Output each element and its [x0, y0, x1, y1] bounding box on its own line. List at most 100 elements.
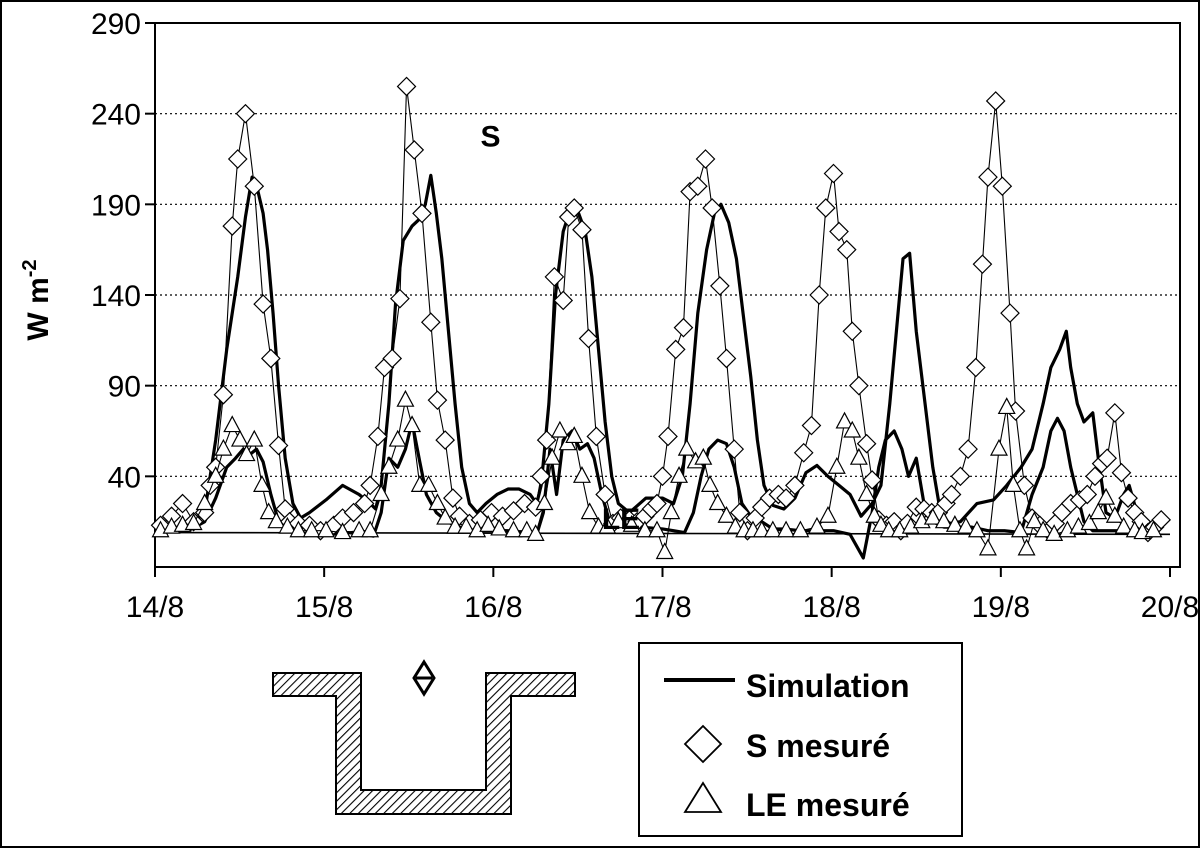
- annotation-le: LE: [602, 503, 640, 536]
- triangle-point-35: [504, 520, 523, 538]
- triangle-point-96: [1080, 513, 1099, 531]
- triangle-point-73: [857, 484, 876, 502]
- triangle-point-100: [1114, 516, 1133, 534]
- triangle-point-54: [677, 438, 696, 456]
- diamond-point-78: [776, 488, 796, 508]
- diamond-point-125: [1118, 488, 1138, 508]
- triangle-point-83: [956, 516, 975, 534]
- diamond-point-8: [222, 216, 243, 236]
- diamond-point-51: [578, 328, 599, 349]
- diamond-point-60: [647, 493, 667, 514]
- triangle-point-36: [517, 520, 536, 538]
- triangle-point-58: [708, 493, 727, 511]
- triangle-point-33: [479, 515, 498, 532]
- diamond-point-90: [862, 470, 882, 490]
- diamond-point-22: [343, 502, 364, 523]
- triangle-point-42: [565, 426, 584, 444]
- triangle-point-30: [446, 516, 465, 534]
- triangle-point-60: [726, 516, 745, 534]
- triangle-point-37: [526, 524, 545, 541]
- diamond-point-109: [1000, 303, 1020, 323]
- triangle-point-29: [436, 507, 455, 525]
- triangle-point-43: [572, 466, 591, 483]
- diamond-point-104: [965, 357, 986, 378]
- diamond-point-50: [572, 219, 592, 240]
- triangle-point-6: [214, 438, 233, 456]
- diamond-point-62: [658, 426, 678, 447]
- diamond-point-72: [729, 502, 750, 523]
- triangle-point-57: [700, 475, 719, 492]
- triangle-point-56: [694, 447, 713, 465]
- triangle-point-24: [396, 389, 415, 407]
- diamond-point-31: [412, 203, 432, 224]
- diamond-point-71: [724, 439, 745, 459]
- triangle-point-16: [302, 520, 321, 538]
- diamond-point-30: [404, 140, 425, 160]
- diamond-point-123: [1104, 403, 1125, 423]
- triangle-point-27: [419, 475, 438, 492]
- diamond-point-53: [595, 484, 615, 505]
- diamond-point-105: [972, 254, 993, 275]
- triangle-point-25: [403, 415, 422, 433]
- triangle-point-40: [550, 420, 569, 438]
- triangle-point-67: [807, 516, 826, 534]
- triangle-point-4: [195, 493, 214, 511]
- triangle-point-76: [879, 520, 898, 538]
- triangle-point-98: [1097, 487, 1116, 505]
- y-tick-label-240: 240: [91, 99, 141, 132]
- triangle-point-74: [865, 505, 884, 523]
- diamond-point-82: [809, 285, 830, 305]
- triangle-point-89: [1010, 520, 1029, 538]
- legend-label-s-mesure: S mesuré: [746, 728, 890, 764]
- x-tick-label-0: 14/8: [126, 591, 184, 624]
- gridlines: [155, 113, 1180, 477]
- triangle-point-12: [259, 502, 278, 520]
- triangle-point-20: [361, 520, 380, 538]
- triangle-point-14: [278, 516, 297, 534]
- legend-label-le-mesure: LE mesuré: [746, 787, 910, 823]
- triangle-point-23: [388, 429, 407, 447]
- triangle-point-99: [1105, 505, 1124, 523]
- triangle-point-22: [379, 456, 398, 474]
- triangle-point-39: [543, 447, 562, 465]
- triangle-point-66: [791, 520, 810, 538]
- triangle-point-53: [670, 466, 689, 483]
- legend: Simulation S mesuré LE mesuré: [638, 642, 963, 837]
- diamond-point-33: [427, 390, 448, 411]
- annotation-s: S: [480, 120, 500, 153]
- diamond-point-83: [815, 198, 836, 218]
- diamond-point-122: [1097, 448, 1117, 469]
- triangle-point-8: [230, 429, 249, 447]
- triangle-point-70: [835, 411, 854, 429]
- diamond-point-9: [227, 149, 248, 169]
- triangle-point-103: [1144, 520, 1163, 538]
- triangle-point-9: [237, 444, 256, 462]
- diamond-point-2: [172, 493, 193, 514]
- triangle-point-49: [635, 520, 654, 538]
- diamond-point-13: [260, 348, 281, 369]
- triangle-point-88: [1004, 475, 1023, 492]
- diamond-point-106: [978, 167, 998, 187]
- annotations: S LE: [480, 120, 640, 536]
- triangle-point-85: [978, 538, 997, 556]
- y-axis: 40 90 140 190 240 290: [91, 8, 155, 494]
- diamond-point-70: [716, 348, 737, 369]
- diamond-point-108: [992, 176, 1013, 197]
- diamond-point-102: [950, 466, 971, 487]
- diamond-point-79: [785, 475, 805, 496]
- diamond-point-27: [382, 348, 403, 369]
- canyon-cross-section: [272, 672, 576, 815]
- triangle-point-93: [1045, 524, 1064, 541]
- triangle-point-47: [609, 511, 628, 529]
- diamond-point-24: [360, 475, 380, 496]
- triangle-point-80: [923, 507, 942, 525]
- triangle-point-15: [289, 520, 308, 538]
- triangle-point-31: [457, 516, 476, 534]
- diamond-point-80: [793, 442, 814, 463]
- diamond-point-67: [695, 149, 716, 169]
- triangle-point-91: [1025, 511, 1044, 529]
- diamond-point-130: [1151, 510, 1172, 530]
- diamond-point-101: [941, 484, 962, 505]
- x-tick-label-2: 16/8: [464, 591, 522, 624]
- triangle-point-84: [967, 520, 986, 538]
